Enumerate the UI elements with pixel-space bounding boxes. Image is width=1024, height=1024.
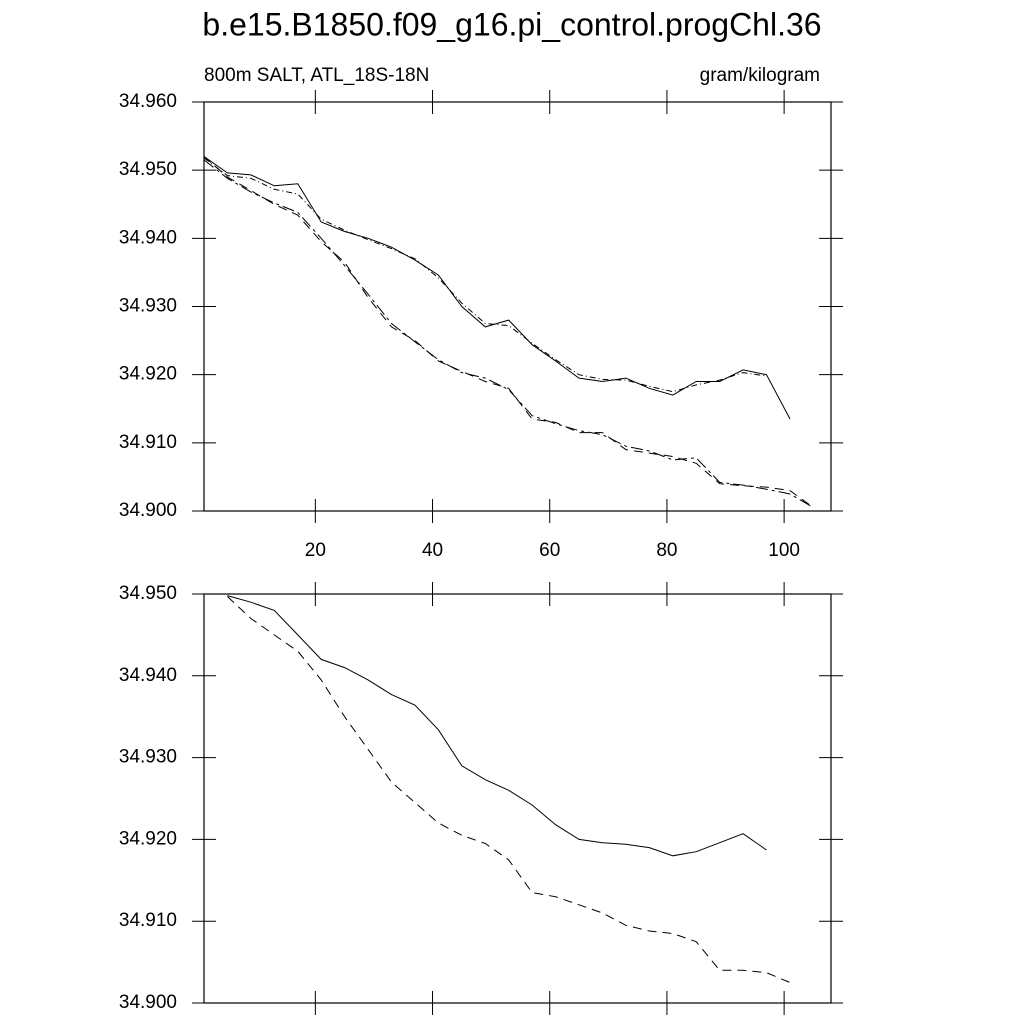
y-tick-label: 34.910 xyxy=(119,432,177,453)
y-tick-label: 34.950 xyxy=(119,159,177,180)
series-line xyxy=(203,156,791,420)
y-tick-label: 34.930 xyxy=(119,747,177,768)
y-tick-label: 34.900 xyxy=(119,992,177,1013)
series-line xyxy=(203,159,814,509)
x-tick-label: 20 xyxy=(305,540,326,561)
x-tick-label: 60 xyxy=(539,540,560,561)
x-tick-label: 100 xyxy=(768,540,800,561)
chart-title: b.e15.B1850.f09_g16.pi_control.progChl.3… xyxy=(202,6,821,42)
y-tick-label: 34.920 xyxy=(119,828,177,849)
y-tick-label: 34.900 xyxy=(119,500,177,521)
y-tick-label: 34.920 xyxy=(119,364,177,385)
series-line xyxy=(203,156,814,509)
y-tick-label: 34.950 xyxy=(119,583,177,604)
y-tick-label: 34.960 xyxy=(119,91,177,112)
subtitle: 800m SALT, ATL_18S-18N xyxy=(204,65,429,86)
y-tick-label: 34.930 xyxy=(119,296,177,317)
x-tick-label: 80 xyxy=(656,540,677,561)
units: gram/kilogram xyxy=(700,65,820,86)
plot-frame xyxy=(203,593,832,1004)
series-line xyxy=(227,595,767,857)
x-tick-label: 40 xyxy=(422,540,443,561)
series-line xyxy=(203,157,767,393)
plot-frame xyxy=(203,101,832,512)
y-tick-label: 34.940 xyxy=(119,227,177,248)
y-tick-label: 34.910 xyxy=(119,910,177,931)
y-tick-label: 34.940 xyxy=(119,665,177,686)
series-line xyxy=(227,596,791,983)
